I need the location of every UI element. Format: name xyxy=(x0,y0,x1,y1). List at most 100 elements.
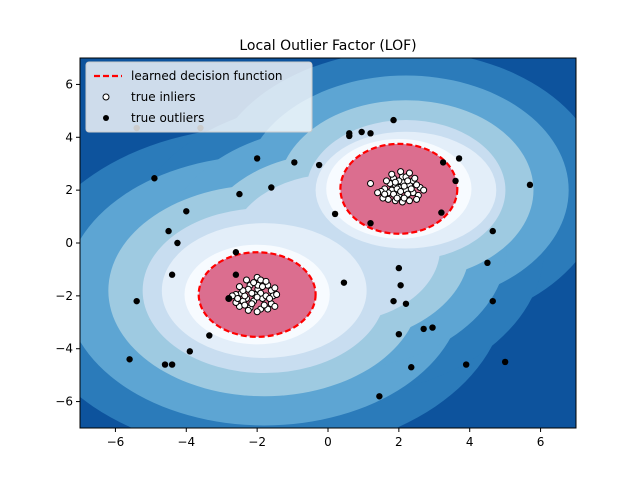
outlier-point-13 xyxy=(358,128,365,136)
legend-label-decision: learned decision function xyxy=(131,69,283,83)
outlier-point-6 xyxy=(253,155,261,162)
inlier-point-16 xyxy=(262,277,270,285)
inlier-point-89 xyxy=(391,178,399,186)
y-tick-label-4: 4 xyxy=(65,130,73,144)
inlier-point-82 xyxy=(393,194,401,202)
x-tick-label-4: 4 xyxy=(466,435,474,449)
inlier-point-33 xyxy=(266,295,274,302)
outlier-point-19 xyxy=(438,209,445,216)
inlier-point-65 xyxy=(405,197,413,205)
outlier-point-3 xyxy=(183,208,190,215)
x-tick-label--4: −4 xyxy=(177,435,195,449)
x-tick-label--6: −6 xyxy=(107,435,125,449)
x-tick-label-2: 2 xyxy=(395,435,403,449)
y-tick-label-0: 0 xyxy=(65,236,73,250)
outlier-point-37 xyxy=(395,264,403,272)
y-axis: −6 −4 −2 0 2 4 6 xyxy=(55,77,80,409)
outlier-point-40 xyxy=(402,300,410,307)
outlier-point-32 xyxy=(186,348,194,355)
inlier-point-36 xyxy=(253,293,261,301)
legend-inlier-marker xyxy=(102,93,110,101)
y-tick-label-6: 6 xyxy=(65,77,73,91)
inlier-point-83 xyxy=(400,194,408,202)
outlier-point-4 xyxy=(165,227,172,235)
x-tick-label-6: 6 xyxy=(537,435,545,449)
outlier-point-7 xyxy=(268,184,275,191)
y-tick-label--2: −2 xyxy=(55,289,73,303)
inlier-point-57 xyxy=(397,168,405,176)
inlier-point-76 xyxy=(400,182,408,190)
y-tick-label--4: −4 xyxy=(55,342,73,356)
outlier-point-46 xyxy=(501,358,509,366)
inlier-point-41 xyxy=(258,283,266,291)
x-tick-label-0: 0 xyxy=(324,435,332,449)
inlier-point-85 xyxy=(413,181,421,189)
outlier-point-20 xyxy=(367,219,374,227)
outlier-point-33 xyxy=(126,356,133,363)
outlier-point-36 xyxy=(340,279,348,286)
inlier-point-86 xyxy=(381,190,389,198)
inlier-point-43 xyxy=(235,283,243,291)
inlier-point-22 xyxy=(241,301,249,309)
outlier-point-44 xyxy=(408,364,415,371)
outlier-point-10 xyxy=(315,161,323,169)
inlier-point-74 xyxy=(382,177,390,185)
inlier-points xyxy=(225,168,428,316)
inlier-point-37 xyxy=(260,301,268,309)
inlier-point-81 xyxy=(405,169,413,177)
outlier-point-15 xyxy=(390,116,397,124)
outlier-point-41 xyxy=(395,330,403,338)
y-tick-label--6: −6 xyxy=(55,395,73,409)
inlier-point-88 xyxy=(404,177,412,185)
inlier-point-44 xyxy=(244,306,252,314)
outlier-point-5 xyxy=(174,239,181,247)
legend-label-inliers: true inliers xyxy=(131,90,196,104)
outlier-point-17 xyxy=(455,155,463,162)
x-axis: −6 −4 −2 0 2 4 6 xyxy=(107,428,545,449)
outlier-point-29 xyxy=(232,271,240,278)
outlier-point-45 xyxy=(462,361,470,368)
x-tick-label--2: −2 xyxy=(248,435,266,449)
legend-box xyxy=(85,61,313,133)
outlier-point-24 xyxy=(484,259,491,267)
inlier-point-64 xyxy=(413,195,421,203)
outlier-point-35 xyxy=(168,361,176,368)
outlier-point-16 xyxy=(439,159,447,166)
inlier-point-38 xyxy=(248,300,256,308)
decision-boundary-0 xyxy=(197,251,317,338)
outlier-point-31 xyxy=(206,332,213,339)
outlier-point-2 xyxy=(151,175,158,182)
inlier-point-42 xyxy=(271,284,279,292)
outlier-point-8 xyxy=(236,190,243,198)
outlier-point-47 xyxy=(376,393,383,400)
inlier-point-13 xyxy=(243,276,251,284)
inlier-point-71 xyxy=(407,185,415,193)
legend: learned decision function true inliers t… xyxy=(85,61,313,133)
outlier-point-39 xyxy=(390,297,397,305)
inlier-point-79 xyxy=(420,186,428,194)
outlier-point-42 xyxy=(420,325,427,333)
outlier-point-25 xyxy=(489,297,496,305)
outlier-point-12 xyxy=(346,130,353,137)
outlier-point-18 xyxy=(452,177,459,185)
legend-outlier-marker xyxy=(103,115,109,121)
outlier-point-26 xyxy=(133,297,140,305)
legend-label-outliers: true outliers xyxy=(131,111,204,125)
outlier-point-38 xyxy=(397,282,404,289)
decision-boundary-1 xyxy=(339,142,459,235)
inlier-point-40 xyxy=(250,279,258,287)
outlier-point-21 xyxy=(331,210,339,218)
inlier-point-25 xyxy=(253,308,261,316)
inlier-point-35 xyxy=(234,295,242,302)
outlier-point-28 xyxy=(232,249,240,256)
inlier-point-78 xyxy=(411,174,419,182)
inlier-point-27 xyxy=(271,302,279,310)
inlier-point-80 xyxy=(367,180,375,188)
inlier-point-18 xyxy=(273,291,281,299)
outlier-point-27 xyxy=(168,271,176,278)
inlier-point-84 xyxy=(388,170,396,178)
outlier-point-22 xyxy=(526,181,534,189)
inlier-point-30 xyxy=(248,289,256,297)
outlier-point-23 xyxy=(489,227,496,235)
